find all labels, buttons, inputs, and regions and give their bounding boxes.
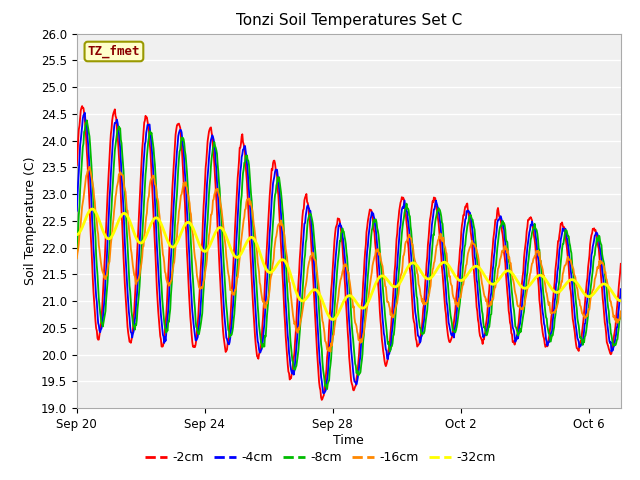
Y-axis label: Soil Temperature (C): Soil Temperature (C) [24, 156, 36, 285]
X-axis label: Time: Time [333, 433, 364, 446]
Legend: -2cm, -4cm, -8cm, -16cm, -32cm: -2cm, -4cm, -8cm, -16cm, -32cm [140, 446, 500, 469]
Text: TZ_fmet: TZ_fmet [88, 45, 140, 58]
Title: Tonzi Soil Temperatures Set C: Tonzi Soil Temperatures Set C [236, 13, 462, 28]
